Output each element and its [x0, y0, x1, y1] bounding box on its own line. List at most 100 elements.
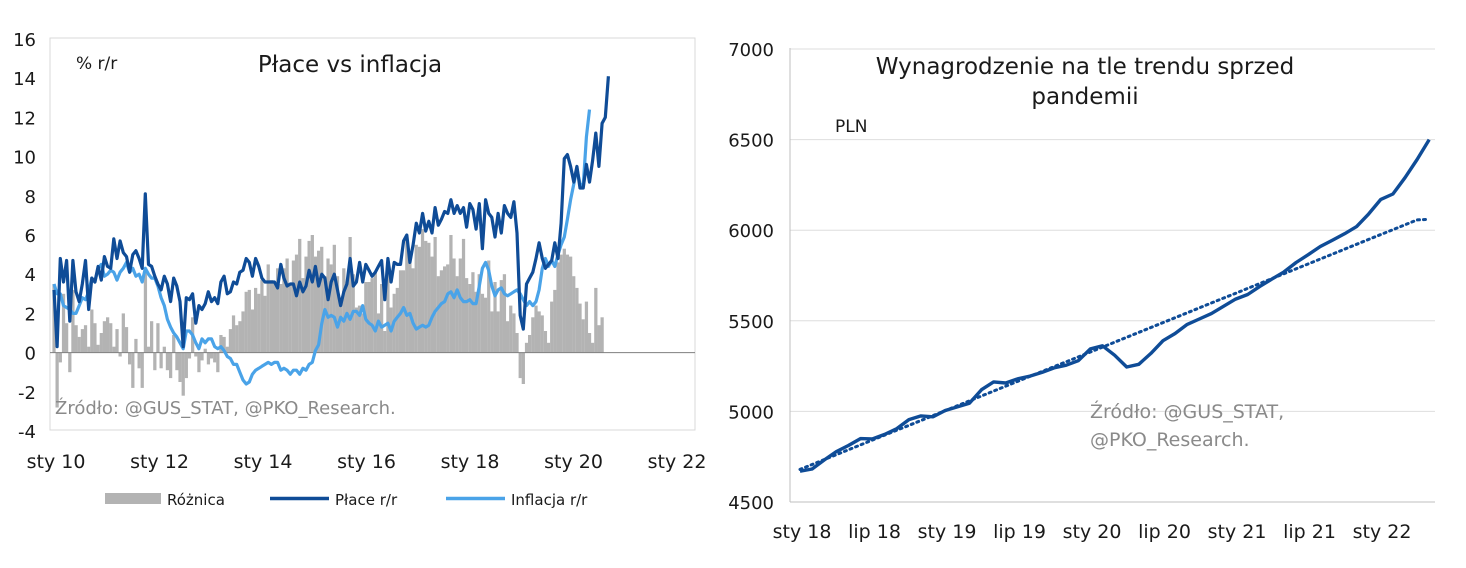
y-tick-label: 5000 [728, 402, 774, 423]
y-tick-label: 16 [13, 30, 36, 51]
difference-bar [121, 313, 125, 353]
difference-bar [222, 336, 226, 353]
difference-bar [506, 321, 510, 353]
legend-swatch-roznica [105, 493, 161, 504]
difference-bar [175, 352, 179, 371]
difference-bar [461, 238, 466, 353]
difference-bar [395, 287, 399, 353]
salary-line [799, 138, 1431, 473]
difference-bar [565, 254, 570, 353]
difference-bar [203, 348, 207, 353]
difference-bar [458, 258, 462, 353]
difference-bar [294, 254, 299, 353]
difference-bar [455, 276, 459, 353]
y-tick-label: 4 [25, 265, 36, 286]
difference-bar [361, 313, 365, 353]
difference-bar [74, 325, 78, 353]
difference-bar [279, 284, 283, 353]
difference-bar [61, 293, 66, 353]
difference-bar [146, 346, 151, 353]
difference-bar [140, 352, 144, 388]
legend-label-place: Płace r/r [335, 491, 398, 509]
x-tick-label: lip 20 [1138, 521, 1191, 543]
difference-bar [452, 258, 456, 353]
difference-bar [528, 335, 532, 353]
difference-bar [156, 323, 160, 353]
right-chart: Wynagrodzenie na tle trendu sprzed pande… [728, 40, 1435, 543]
difference-bar [591, 342, 595, 353]
difference-bar [465, 278, 469, 353]
difference-bar [65, 323, 69, 353]
difference-bar [509, 305, 513, 353]
difference-bar [600, 317, 604, 353]
difference-bar [380, 284, 384, 353]
y-tick-label: 5500 [728, 312, 774, 333]
difference-bar [572, 276, 576, 353]
y-tick-label: 8 [25, 187, 36, 208]
difference-bar [143, 268, 148, 353]
difference-bar [534, 305, 538, 353]
difference-bar [317, 250, 321, 353]
difference-bar [569, 256, 573, 353]
difference-bar [540, 315, 544, 353]
difference-bar [128, 352, 132, 365]
difference-bar [112, 346, 116, 353]
difference-bar [291, 260, 296, 353]
x-tick-label: lip 19 [993, 521, 1046, 543]
difference-bar [184, 352, 188, 379]
right-chart-title-line2: pandemii [1031, 84, 1138, 110]
difference-bar [345, 284, 349, 353]
difference-bar [531, 317, 535, 353]
difference-bar [332, 244, 336, 353]
difference-bar [405, 238, 409, 353]
difference-bar [263, 295, 267, 353]
difference-bar [553, 289, 557, 353]
difference-bar [537, 311, 541, 353]
difference-bar [543, 331, 548, 353]
left-difference-area-layer [52, 229, 604, 408]
difference-bar [178, 352, 182, 382]
difference-bar [493, 282, 497, 353]
difference-bar [480, 293, 485, 353]
difference-bar [386, 268, 390, 353]
difference-bar [408, 260, 412, 353]
x-tick-label: sty 20 [544, 451, 603, 473]
difference-bar [414, 244, 418, 353]
difference-bar [468, 284, 472, 353]
y-tick-label: 2 [25, 304, 36, 325]
difference-bar [354, 307, 359, 353]
difference-bar [115, 329, 119, 353]
difference-bar [206, 352, 211, 365]
difference-bar [87, 346, 91, 353]
difference-bar [197, 352, 201, 373]
x-tick-label: sty 22 [648, 451, 707, 473]
difference-bar [376, 313, 381, 353]
right-lines-layer [798, 138, 1431, 473]
difference-bar [524, 342, 529, 353]
right-gridlines [790, 48, 1435, 412]
difference-bar [304, 256, 308, 353]
difference-bar [373, 272, 377, 353]
difference-bar [231, 315, 236, 353]
difference-bar [326, 258, 330, 353]
left-chart-title: Płace vs inflacja [258, 52, 442, 78]
difference-bar [80, 329, 85, 353]
difference-bar [55, 352, 59, 408]
difference-bar [162, 346, 166, 353]
x-tick-label: sty 16 [337, 451, 396, 473]
difference-bar [594, 287, 598, 353]
difference-bar [424, 240, 428, 353]
difference-bar [562, 248, 566, 353]
difference-bar [228, 329, 233, 353]
legend-label-roznica: Różnica [167, 491, 225, 509]
difference-bar [257, 293, 261, 353]
difference-bar [247, 289, 251, 353]
difference-bar [106, 317, 110, 353]
difference-bar [521, 352, 525, 384]
difference-bar [181, 352, 185, 396]
wages-line [52, 76, 610, 349]
difference-bar [446, 264, 450, 353]
difference-bar [254, 287, 258, 353]
x-tick-label: sty 22 [1353, 521, 1412, 543]
difference-bar [93, 323, 97, 353]
